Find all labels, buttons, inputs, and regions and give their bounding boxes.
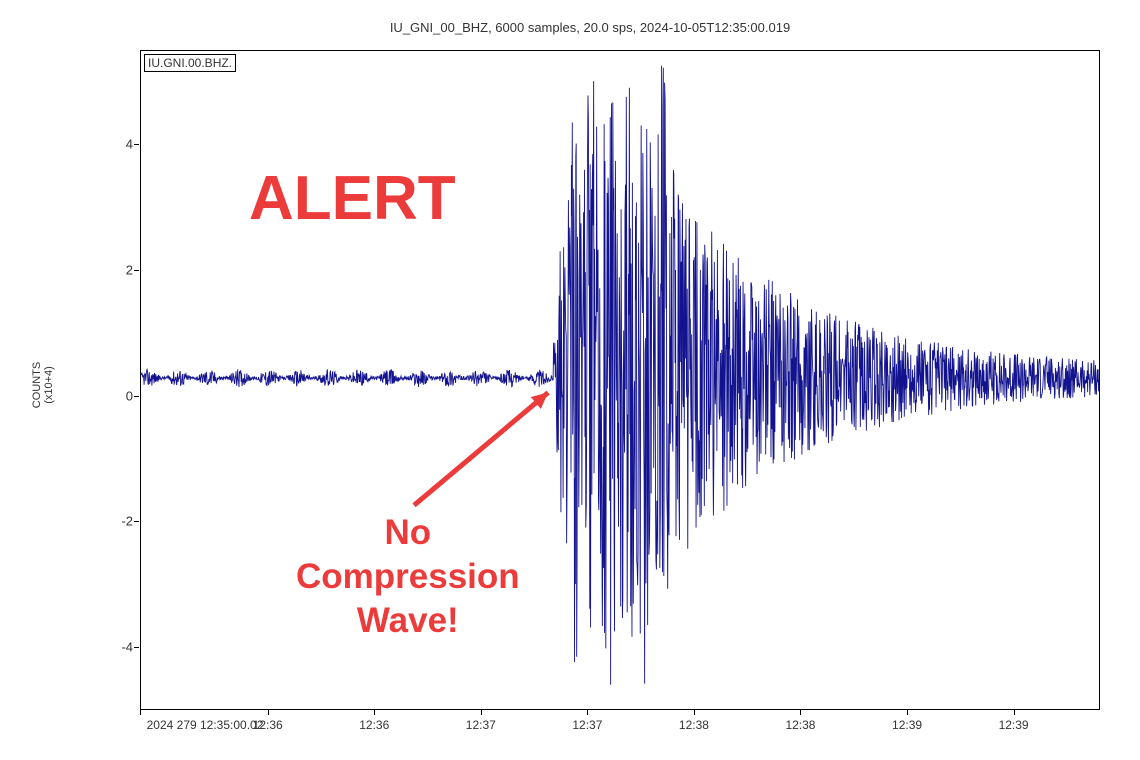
x-axis: 2024 279 12:35:00.0212:3612:3612:3712:37… bbox=[140, 710, 1100, 740]
chart-container: IU_GNI_00_BHZ, 6000 samples, 20.0 sps, 2… bbox=[80, 20, 1100, 740]
x-tick-label: 12:36 bbox=[359, 718, 389, 732]
y-tick-label: 0 bbox=[126, 388, 133, 403]
y-tick-label: -4 bbox=[121, 640, 133, 655]
x-tick-label: 12:37 bbox=[572, 718, 602, 732]
plot-area: IU.GNI.00.BHZ. ALERT NoCompressionWave! bbox=[140, 50, 1100, 710]
y-tick-label: 4 bbox=[126, 137, 133, 152]
x-tick-label: 2024 279 12:35:00.02 bbox=[147, 718, 264, 732]
seismogram-signal bbox=[141, 51, 1099, 709]
y-tick-label: 2 bbox=[126, 263, 133, 278]
alert-annotation: ALERT bbox=[249, 163, 456, 234]
x-tick-label: 12:37 bbox=[466, 718, 496, 732]
x-tick-label: 12:36 bbox=[253, 718, 283, 732]
y-axis: -4 -2 0 2 4 bbox=[80, 50, 138, 710]
chart-title: IU_GNI_00_BHZ, 6000 samples, 20.0 sps, 2… bbox=[80, 20, 1100, 35]
y-axis-label: COUNTS (x10+4) bbox=[31, 362, 55, 408]
no-compression-annotation: NoCompressionWave! bbox=[296, 511, 520, 642]
y-tick-label: -2 bbox=[121, 514, 133, 529]
x-tick-label: 12:39 bbox=[892, 718, 922, 732]
x-tick-label: 12:38 bbox=[785, 718, 815, 732]
x-tick-label: 12:38 bbox=[679, 718, 709, 732]
x-tick-label: 12:39 bbox=[999, 718, 1029, 732]
